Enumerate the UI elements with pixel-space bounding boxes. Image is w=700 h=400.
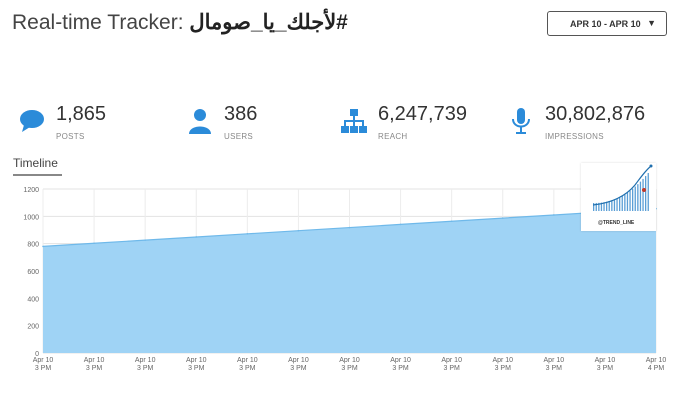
thumb-bar xyxy=(619,197,621,211)
thumb-bar xyxy=(613,199,616,211)
title-prefix: Real-time Tracker: xyxy=(12,11,184,34)
x-tick-label: Apr 10 3 PM xyxy=(237,357,258,372)
thumb-bar xyxy=(645,176,647,211)
thumb-bar xyxy=(608,201,610,211)
date-range-dropdown[interactable]: APR 10 - APR 10 ▼ xyxy=(547,11,667,36)
x-tick-label: Apr 10 3 PM xyxy=(33,357,54,372)
speech-bubble-icon xyxy=(20,110,44,132)
title-hashtag: #لأجلك_يا_صومال xyxy=(189,11,348,34)
thumb-bar xyxy=(593,203,595,211)
data-point xyxy=(297,229,300,232)
thumb-bar xyxy=(634,186,636,211)
x-tick-label: Apr 10 3 PM xyxy=(595,357,616,372)
thumb-bar xyxy=(626,192,629,211)
area-series xyxy=(43,208,656,353)
stat-impressions-label: IMPRESSIONS xyxy=(545,132,604,141)
y-tick-label: 800 xyxy=(27,242,39,249)
y-tick-label: 600 xyxy=(27,269,39,276)
thumb-bar xyxy=(603,202,605,211)
data-point xyxy=(501,217,504,219)
thumb-bar xyxy=(616,198,618,211)
x-tick-label: Apr 10 3 PM xyxy=(135,357,156,372)
data-point xyxy=(195,236,198,238)
stat-impressions-value: 30,802,876 xyxy=(545,103,646,125)
thumb-bar xyxy=(639,181,642,211)
thumbnail-caption: @TREND_LINE xyxy=(598,220,635,226)
data-point xyxy=(399,223,402,226)
data-point xyxy=(93,242,95,245)
thumb-bar xyxy=(637,184,639,211)
x-tick-label: Apr 10 3 PM xyxy=(492,357,513,372)
date-range-label: APR 10 - APR 10 xyxy=(570,18,641,29)
stat-posts-label: POSTS xyxy=(56,132,85,141)
data-point xyxy=(42,245,44,248)
org-chart-icon xyxy=(341,109,367,133)
user-icon xyxy=(189,109,211,134)
x-tick-label: Apr 10 3 PM xyxy=(186,357,207,372)
thumb-bar xyxy=(598,202,600,211)
microphone-icon xyxy=(512,108,530,134)
y-tick-label: 1200 xyxy=(23,187,39,194)
stat-reach-label: REACH xyxy=(378,132,408,141)
thumb-bar xyxy=(611,200,613,211)
tab-timeline-underline xyxy=(13,174,62,176)
trend-thumbnail xyxy=(581,163,656,231)
x-tick-label: Apr 10 4 PM xyxy=(646,357,667,372)
thumb-bar xyxy=(629,190,631,211)
stat-users-value: 386 xyxy=(224,103,258,125)
x-tick-label: Apr 10 3 PM xyxy=(84,357,105,372)
data-point xyxy=(246,233,249,235)
thumb-bar xyxy=(624,194,626,211)
y-tick-label: 200 xyxy=(27,324,39,331)
thumb-bar xyxy=(606,201,608,211)
x-tick-label: Apr 10 3 PM xyxy=(390,357,411,372)
data-point xyxy=(144,239,146,241)
stat-users-label: USERS xyxy=(224,132,254,141)
thumb-bar xyxy=(621,195,623,211)
thumb-bar xyxy=(632,188,634,211)
caret-down-icon: ▼ xyxy=(647,18,656,28)
page-title: Real-time Tracker: #لأجلك_يا_صومال xyxy=(12,10,348,35)
y-tick-label: 400 xyxy=(27,296,39,303)
y-tick-label: 0 xyxy=(35,351,39,358)
data-point xyxy=(553,214,555,216)
thumb-bar xyxy=(647,173,649,211)
y-tick-label: 1000 xyxy=(23,214,39,221)
stat-posts-value: 1,865 xyxy=(56,103,107,125)
thumb-bar xyxy=(600,202,603,211)
x-tick-label: Apr 10 3 PM xyxy=(288,357,309,372)
thumb-bar xyxy=(595,202,597,211)
data-point xyxy=(450,220,453,223)
x-tick-label: Apr 10 3 PM xyxy=(544,357,565,372)
stat-reach-value: 6,247,739 xyxy=(378,103,467,125)
data-point xyxy=(348,226,351,229)
x-tick-label: Apr 10 3 PM xyxy=(441,357,462,372)
tab-timeline[interactable]: Timeline xyxy=(13,156,58,170)
thumb-bar xyxy=(642,178,644,211)
x-tick-label: Apr 10 3 PM xyxy=(339,357,360,372)
